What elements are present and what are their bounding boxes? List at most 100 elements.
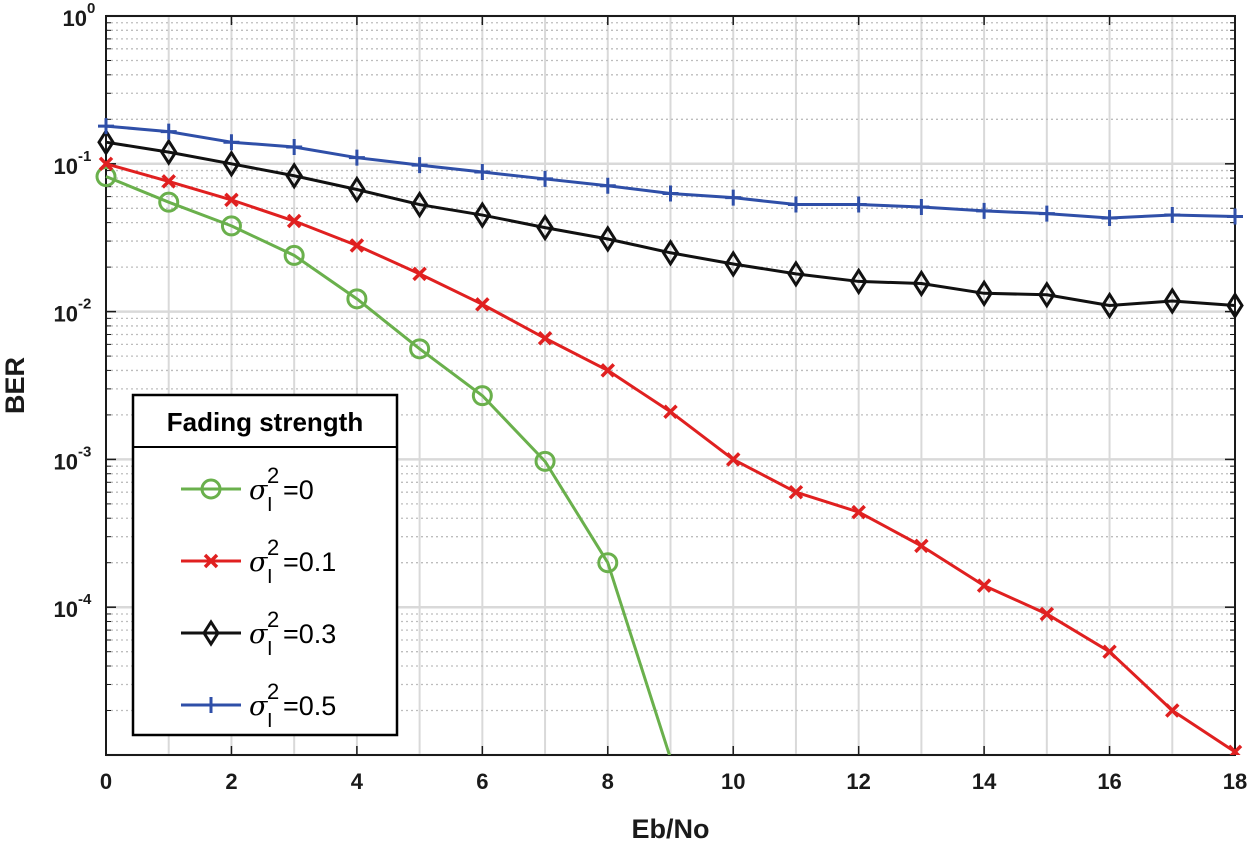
data-point [787,196,804,213]
x-tick-label: 10 [721,769,745,794]
x-axis-ticks: 0 2 4 6 8 10 12 14 16 18 [100,16,1247,794]
data-point [849,267,868,296]
y-tick-label: 10 0 [63,0,96,31]
data-point [285,161,303,190]
data-point [912,269,931,298]
legend-value: =0.3 [283,619,336,649]
data-point [976,578,992,593]
legend-value: =0.5 [283,691,336,721]
series-3 [98,118,1243,226]
legend-subscript: I [267,710,273,732]
y-tick-exponent: -4 [78,591,92,608]
y-axis-title: BER [0,357,30,414]
y-tick-base: 10 [54,449,78,474]
x-tick-label: 16 [1097,769,1121,794]
legend-superscript: 2 [267,535,279,560]
series-layer [95,118,1244,755]
data-point [220,215,242,237]
data-point [663,404,678,420]
data-point [1227,744,1243,755]
legend-entry: σ 2 I =0.1 [181,535,336,588]
data-point [914,538,929,554]
data-point [412,266,427,282]
data-point [411,157,428,174]
x-tick-label: 18 [1223,769,1247,794]
x-tick-label: 8 [602,769,614,794]
legend-subscript: I [267,494,273,516]
data-point [850,196,867,213]
legend-symbol: σ [249,619,269,650]
y-tick-label: 10 -4 [54,591,92,622]
series-line [105,140,1236,307]
data-point [1039,606,1055,622]
data-point [537,331,553,346]
data-point [224,192,239,208]
data-point [536,213,554,242]
y-tick-label: 10 -3 [54,443,92,474]
legend-superscript: 2 [267,607,279,632]
series-line [105,175,672,755]
data-point [223,134,240,151]
data-point [1165,703,1180,718]
y-tick-exponent: -3 [78,443,91,460]
legend-marker [202,619,220,647]
data-point [1102,644,1117,659]
x-tick-label: 14 [972,769,997,794]
series-2 [97,128,1244,320]
data-point [222,150,241,178]
legend-marker [203,553,219,569]
series-markers [98,156,1243,755]
data-point [913,199,930,216]
data-point [348,175,366,204]
legend-title: Fading strength [167,407,363,437]
legend-subscript: I [267,638,273,660]
data-point [159,138,178,166]
legend: Fading strength σ 2I =0σ 2I =0.1σ 2I =0.3σ 2I =0… [131,393,399,737]
legend-entries: σ 2I =0σ 2I =0.1σ 2I =0.3σ 2I =0.5 [181,463,336,732]
data-point [475,297,490,312]
data-point [473,201,492,229]
data-point [158,191,180,213]
data-point [976,202,993,219]
series-1 [98,156,1243,755]
y-tick-label: 10 -1 [54,148,92,179]
data-point [98,118,114,135]
data-point [725,452,741,467]
legend-entry: σ 2 I =0.5 [181,679,336,732]
series-0 [95,166,672,755]
y-tick-label: 10 -2 [54,296,92,327]
data-point [1038,280,1056,309]
data-point [95,166,117,188]
data-point [471,385,493,407]
data-point [599,225,617,253]
legend-entry: σ 2 I =0.3 [181,607,336,660]
data-point [349,238,365,253]
data-point [286,138,303,155]
data-point [851,504,866,520]
x-tick-label: 4 [351,769,364,794]
series-markers [97,128,1244,320]
data-point [1164,207,1181,224]
data-point [98,156,114,172]
series-markers [95,166,619,574]
data-point [599,177,616,194]
data-point [1101,209,1118,226]
y-tick-base: 10 [54,302,78,327]
x-tick-label: 0 [100,769,112,794]
data-point [346,288,368,310]
series-markers [98,118,1243,226]
data-point [1227,208,1243,225]
data-point [1100,291,1119,320]
legend-value: =0 [283,475,314,505]
data-point [409,338,431,360]
x-tick-label: 2 [225,769,237,794]
data-point [160,123,177,140]
legend-symbol: σ [249,691,269,722]
y-tick-exponent: -2 [78,296,91,313]
data-point [1226,291,1244,320]
data-point [1163,287,1182,315]
legend-marker [203,697,219,713]
data-point [283,244,305,266]
